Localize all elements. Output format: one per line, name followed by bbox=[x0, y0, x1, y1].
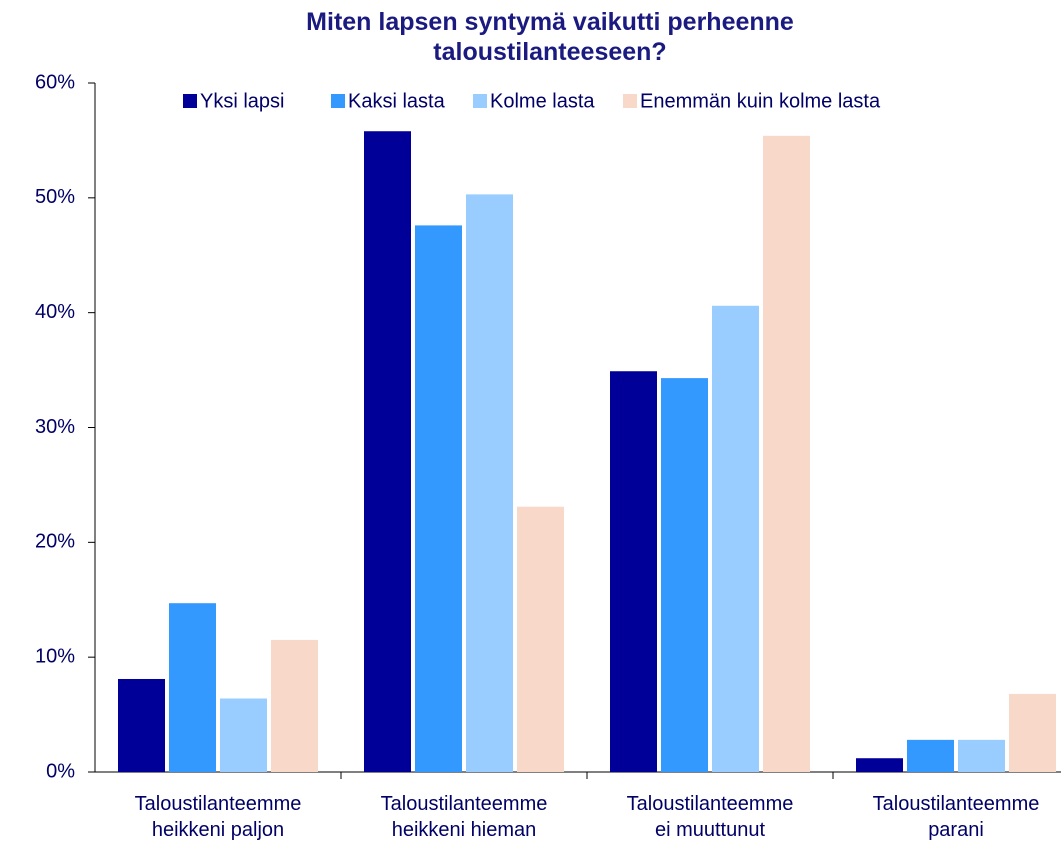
bar bbox=[712, 305, 759, 772]
y-tick-label: 0% bbox=[46, 760, 75, 782]
x-tick-label: Taloustilanteemme heikkeni hieman bbox=[380, 793, 548, 841]
bar bbox=[958, 739, 1005, 772]
legend-label: Kolme lasta bbox=[490, 90, 595, 112]
bar bbox=[118, 678, 165, 772]
chart-title: Miten lapsen syntymä vaikutti perheenne … bbox=[306, 8, 794, 66]
legend-label: Yksi lapsi bbox=[200, 90, 284, 112]
bar bbox=[517, 506, 564, 772]
legend-swatch bbox=[331, 94, 345, 108]
bar bbox=[466, 194, 513, 773]
y-tick-label: 20% bbox=[35, 531, 75, 553]
legend-label: Kaksi lasta bbox=[348, 90, 446, 112]
bar bbox=[856, 758, 903, 772]
legend-swatch bbox=[183, 94, 197, 108]
y-tick-label: 50% bbox=[35, 186, 75, 208]
legend-swatch bbox=[623, 94, 637, 108]
y-tick-label: 60% bbox=[35, 71, 75, 93]
legend-label: Enemmän kuin kolme lasta bbox=[640, 90, 881, 112]
x-tick-label: Taloustilanteemme parani bbox=[872, 793, 1040, 841]
bar bbox=[1009, 693, 1056, 772]
bar bbox=[610, 371, 657, 772]
bar bbox=[907, 739, 954, 772]
x-tick-label: Taloustilanteemme heikkeni paljon bbox=[134, 793, 302, 841]
x-tick-label: Taloustilanteemme ei muuttunut bbox=[626, 793, 794, 841]
bar bbox=[169, 603, 216, 772]
y-tick-label: 40% bbox=[35, 301, 75, 323]
bar bbox=[220, 698, 267, 772]
bar bbox=[271, 639, 318, 772]
bar bbox=[763, 135, 810, 772]
bar bbox=[661, 378, 708, 772]
y-tick-label: 10% bbox=[35, 645, 75, 667]
legend-swatch bbox=[473, 94, 487, 108]
bar bbox=[415, 225, 462, 773]
bar bbox=[364, 131, 411, 773]
y-tick-label: 30% bbox=[35, 416, 75, 438]
